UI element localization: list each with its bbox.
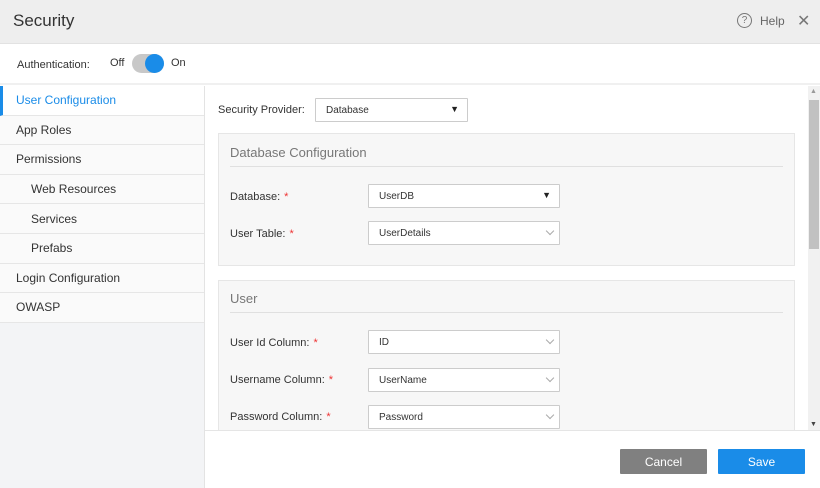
authentication-label: Authentication: xyxy=(17,59,90,71)
toggle-off-label: Off xyxy=(110,57,125,69)
divider xyxy=(230,312,783,313)
panel-title: User xyxy=(230,291,258,306)
sidebar-item-permissions[interactable]: Permissions xyxy=(0,145,204,175)
chevron-down-icon xyxy=(545,410,555,420)
user-id-column-label: User Id Column: * xyxy=(230,337,318,349)
user-table-value: UserDetails xyxy=(379,227,431,239)
authentication-row: Authentication: Off On xyxy=(0,44,820,85)
dialog-title: Security xyxy=(13,11,75,30)
divider xyxy=(230,166,783,167)
question-circle-icon: ? xyxy=(737,13,752,28)
security-provider-value: Database xyxy=(326,104,369,116)
database-value: UserDB xyxy=(379,190,415,202)
toggle-on-label: On xyxy=(171,57,186,69)
panel-title: Database Configuration xyxy=(230,145,367,160)
content-area: Security Provider: Database ▼ Database Co… xyxy=(205,86,808,430)
help-button[interactable]: ? Help xyxy=(737,13,785,28)
username-column-select[interactable]: UserName xyxy=(368,368,560,392)
password-column-value: Password xyxy=(379,411,423,423)
sidebar-item-login-configuration[interactable]: Login Configuration xyxy=(0,263,204,294)
password-column-label: Password Column: * xyxy=(230,411,331,423)
user-table-select[interactable]: UserDetails xyxy=(368,221,560,245)
database-select[interactable]: UserDB ▼ xyxy=(368,184,560,208)
username-column-label: Username Column: * xyxy=(230,374,334,386)
toggle-knob xyxy=(145,54,164,73)
scroll-up-icon[interactable]: ▲ xyxy=(810,88,817,95)
sidebar-item-prefabs[interactable]: Prefabs xyxy=(0,233,204,264)
username-column-value: UserName xyxy=(379,374,427,386)
dialog-header: Security ? Help ✕ xyxy=(0,0,820,44)
chevron-down-icon xyxy=(545,373,555,383)
database-configuration-panel: Database Configuration Database: * UserDB… xyxy=(218,133,795,266)
chevron-down-icon xyxy=(545,226,555,236)
help-label: Help xyxy=(760,13,785,28)
sidebar-item-web-resources[interactable]: Web Resources xyxy=(0,174,204,205)
user-panel: User User Id Column: * ID Username Column… xyxy=(218,280,795,430)
dialog-footer: Cancel Save xyxy=(205,430,820,488)
scrollbar-thumb[interactable] xyxy=(809,100,819,249)
sidebar-item-app-roles[interactable]: App Roles xyxy=(0,115,204,146)
sidebar-item-owasp[interactable]: OWASP xyxy=(0,293,204,323)
sidebar-item-services[interactable]: Services xyxy=(0,204,204,234)
sidebar-item-user-configuration[interactable]: User Configuration xyxy=(0,86,204,116)
scroll-down-icon[interactable]: ▼ xyxy=(810,421,817,428)
caret-down-icon: ▼ xyxy=(542,190,551,200)
cancel-button[interactable]: Cancel xyxy=(620,449,707,474)
password-column-select[interactable]: Password xyxy=(368,405,560,429)
security-provider-label: Security Provider: xyxy=(218,104,305,116)
close-icon[interactable]: ✕ xyxy=(797,13,811,30)
security-provider-select[interactable]: Database ▼ xyxy=(315,98,468,122)
save-button[interactable]: Save xyxy=(718,449,805,474)
user-id-column-select[interactable]: ID xyxy=(368,330,560,354)
caret-down-icon: ▼ xyxy=(450,104,459,114)
user-id-column-value: ID xyxy=(379,336,389,348)
database-label: Database: * xyxy=(230,191,289,203)
sidebar: User Configuration App Roles Permissions… xyxy=(0,86,205,488)
chevron-down-icon xyxy=(545,335,555,345)
authentication-toggle[interactable] xyxy=(132,54,164,73)
vertical-scrollbar[interactable]: ▲ ▼ xyxy=(808,86,820,430)
user-table-label: User Table: * xyxy=(230,228,294,240)
